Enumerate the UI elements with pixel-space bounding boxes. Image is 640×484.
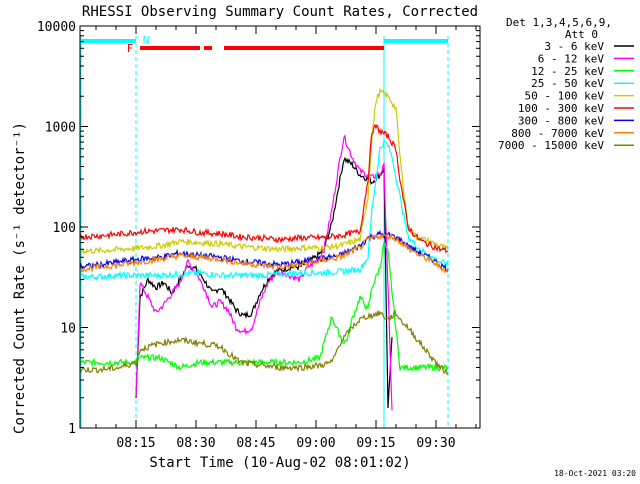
footer-date-stamp: 18-Oct-2021 03:20: [554, 469, 636, 478]
x-axis-title: Start Time (10-Aug-02 08:01:02): [149, 455, 410, 471]
legend-label: 800 - 7000 keV: [511, 127, 604, 140]
x-tick-label: 09:00: [296, 436, 335, 451]
legend-label: 3 - 6 keV: [544, 40, 604, 53]
y-axis-title: Corrected Count Rate (s⁻¹ detector⁻¹): [12, 122, 28, 434]
series-line-100-300kev: [79, 123, 449, 253]
legend-label: 100 - 300 keV: [518, 102, 604, 115]
marker-layer: [80, 36, 449, 428]
x-tick-label: 09:30: [416, 436, 455, 451]
series-line-12-25kev: [79, 241, 449, 372]
legend-label: 12 - 25 keV: [531, 65, 604, 78]
night-flag-label: N: [143, 34, 150, 47]
x-tick-label: 09:15: [356, 436, 395, 451]
legend-label: 50 - 100 keV: [525, 90, 605, 103]
legend-label: 300 - 800 keV: [518, 114, 604, 127]
y-tick-label: 1: [68, 422, 76, 437]
series-line-3-6kev: [135, 156, 393, 409]
series-line-25-50kev: [79, 138, 449, 282]
series-line-800-7000kev: [79, 231, 449, 274]
x-tick-label: 08:15: [116, 436, 155, 451]
legend-header-line-1: Det 1,3,4,5,6,9,: [506, 16, 612, 29]
series-line-6-12kev: [135, 133, 393, 411]
series-layer: [79, 87, 449, 411]
y-tick-label: 100: [53, 221, 76, 236]
x-axis: 08:15 08:30 08:45 09:00 09:15 09:30: [95, 26, 477, 451]
series-line-50-100kev: [79, 87, 449, 255]
y-tick-label: 1000: [45, 121, 76, 136]
y-tick-label: 10000: [37, 20, 76, 35]
plot-area: FN: [79, 34, 449, 428]
saa-flag-label: F: [127, 42, 134, 55]
flag-layer: FN: [80, 34, 448, 55]
legend-header-line-2: Att 0: [565, 28, 598, 41]
x-tick-label: 08:45: [236, 436, 275, 451]
legend-label: 25 - 50 keV: [531, 77, 604, 90]
legend-label: 7000 - 15000 keV: [498, 139, 604, 152]
series-line-7000-15000kev: [79, 309, 449, 376]
x-tick-label: 08:30: [176, 436, 215, 451]
chart-title: RHESSI Observing Summary Count Rates, Co…: [82, 4, 478, 20]
legend-label: 6 - 12 keV: [538, 52, 605, 65]
y-tick-label: 10: [60, 322, 76, 337]
y-axis: 1 10 100 1000 10000: [37, 20, 480, 437]
